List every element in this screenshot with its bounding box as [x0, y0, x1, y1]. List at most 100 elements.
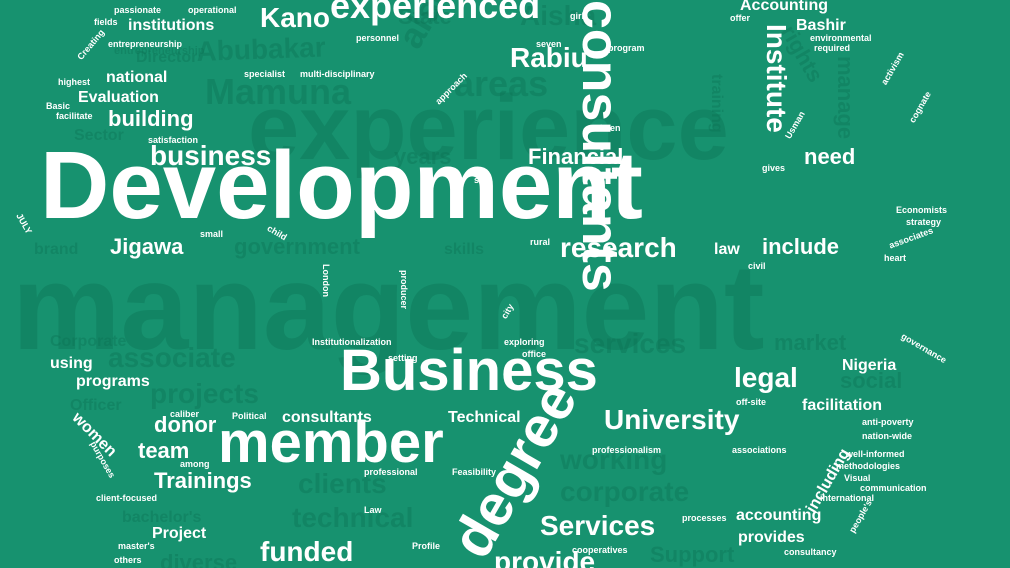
word-team: team: [138, 438, 190, 463]
word-business: Business: [340, 338, 598, 403]
word-include: include: [762, 234, 840, 259]
word-associates: associates: [887, 225, 935, 251]
word-institutionalization: Institutionalization: [312, 337, 392, 347]
word-professionalism: professionalism: [592, 445, 662, 455]
word-years: years: [394, 144, 452, 169]
word-setting: setting: [388, 353, 418, 363]
word-offer: offer: [730, 13, 750, 23]
word-among: among: [180, 459, 210, 469]
word-development: Development: [40, 132, 643, 239]
word-working: working: [560, 444, 668, 475]
word-london: London: [321, 264, 331, 297]
word-business-small: business: [150, 140, 272, 171]
word-evaluation: Evaluation: [78, 89, 159, 106]
word-feasibility: Feasibility: [452, 467, 497, 477]
word-using: using: [50, 355, 93, 372]
word-creating: Creating: [75, 27, 107, 62]
word-consultants-small: consultants: [282, 409, 372, 426]
word-legal: legal: [734, 362, 798, 393]
word-communication: communication: [860, 483, 927, 493]
word-member: member: [218, 410, 444, 475]
word-support: Support: [650, 542, 735, 567]
word-corporate-2: Corporate: [50, 333, 127, 350]
word-operational: operational: [188, 5, 237, 15]
word-passionate: passionate: [114, 5, 162, 15]
word-institutions: institutions: [128, 17, 215, 34]
word-technical-cap: Technical: [448, 409, 521, 426]
word-fields: fields: [94, 17, 118, 27]
word-management: management: [12, 239, 765, 375]
word-jigawa: Jigawa: [110, 234, 184, 259]
word-client-focused: client-focused: [96, 493, 158, 503]
word-small: small: [200, 229, 224, 239]
word-services-cap: Services: [540, 510, 656, 541]
word-rural: rural: [530, 237, 551, 247]
word-civil: civil: [748, 261, 766, 271]
word-university: University: [604, 404, 740, 435]
word-programs: programs: [76, 373, 150, 390]
word-aisha: Aisha: [520, 0, 597, 31]
word-donor: donor: [154, 412, 217, 437]
word-masters: master's: [118, 541, 155, 551]
word-market: market: [774, 330, 847, 355]
word-highest: highest: [58, 77, 91, 87]
word-research: research: [560, 232, 677, 263]
word-political: Political: [232, 411, 267, 421]
word-project: Project: [152, 525, 207, 542]
word-peoples: people's: [847, 498, 874, 535]
word-training-vertical: training: [708, 74, 725, 133]
word-personnel: personnel: [356, 33, 400, 43]
word-skills: skills: [444, 241, 485, 258]
word-officer: Officer: [70, 397, 122, 414]
word-environmental: environmental: [810, 33, 872, 43]
word-basic: Basic: [46, 101, 71, 111]
word-entrepreneurship: entrepreneurship: [108, 39, 183, 49]
word-manage: manage: [833, 56, 858, 140]
word-bachelors: bachelor's: [122, 509, 202, 526]
word-areas: areas: [454, 63, 549, 104]
word-nigeria: Nigeria: [842, 357, 897, 374]
word-experienced: experienced: [330, 0, 541, 26]
word-others: others: [114, 555, 142, 565]
word-mamuna: Mamuna: [205, 71, 352, 112]
word-experience: experience: [248, 77, 729, 179]
word-accounting: accounting: [736, 507, 822, 524]
word-program: program: [608, 43, 645, 53]
word-multi-disciplinary: multi-disciplinary: [300, 69, 375, 79]
word-projects: projects: [150, 378, 259, 409]
word-visual: Visual: [844, 473, 871, 483]
word-cognate: cognate: [907, 89, 934, 125]
word-office: office: [522, 349, 547, 359]
word-producer: producer: [399, 270, 409, 310]
word-nation-wide: nation-wide: [862, 431, 912, 441]
word-law-small: Law: [364, 505, 382, 515]
word-provide: provide: [494, 546, 596, 568]
word-corporate: corporate: [560, 476, 690, 507]
word-need: need: [804, 144, 856, 169]
word-government: government: [234, 234, 360, 259]
word-exploring: exploring: [504, 337, 545, 347]
word-provides: provides: [738, 529, 805, 546]
word-anti-poverty: anti-poverty: [862, 417, 914, 427]
word-brand: brand: [34, 241, 79, 258]
word-abubakar: Abubakar: [195, 31, 327, 67]
word-governance: governance: [899, 331, 949, 366]
word-associate: associate: [108, 342, 236, 373]
word-cooperatives: cooperatives: [572, 545, 628, 555]
word-law: law: [714, 241, 740, 258]
word-gives: gives: [762, 163, 786, 173]
word-satisfaction: satisfaction: [148, 135, 199, 145]
word-national: national: [106, 69, 168, 86]
word-caliber: caliber: [170, 409, 200, 419]
word-well-informed: well-informed: [846, 449, 905, 459]
word-director: Director: [136, 49, 198, 66]
word-profile: Profile: [412, 541, 441, 551]
word-trainings: Trainings: [154, 468, 252, 493]
word-building: building: [108, 106, 194, 131]
word-facilitation: facilitation: [802, 397, 883, 414]
word-social: social: [840, 368, 903, 393]
word-services: services: [574, 328, 687, 359]
word-accounting-top: Accounting: [740, 0, 828, 14]
